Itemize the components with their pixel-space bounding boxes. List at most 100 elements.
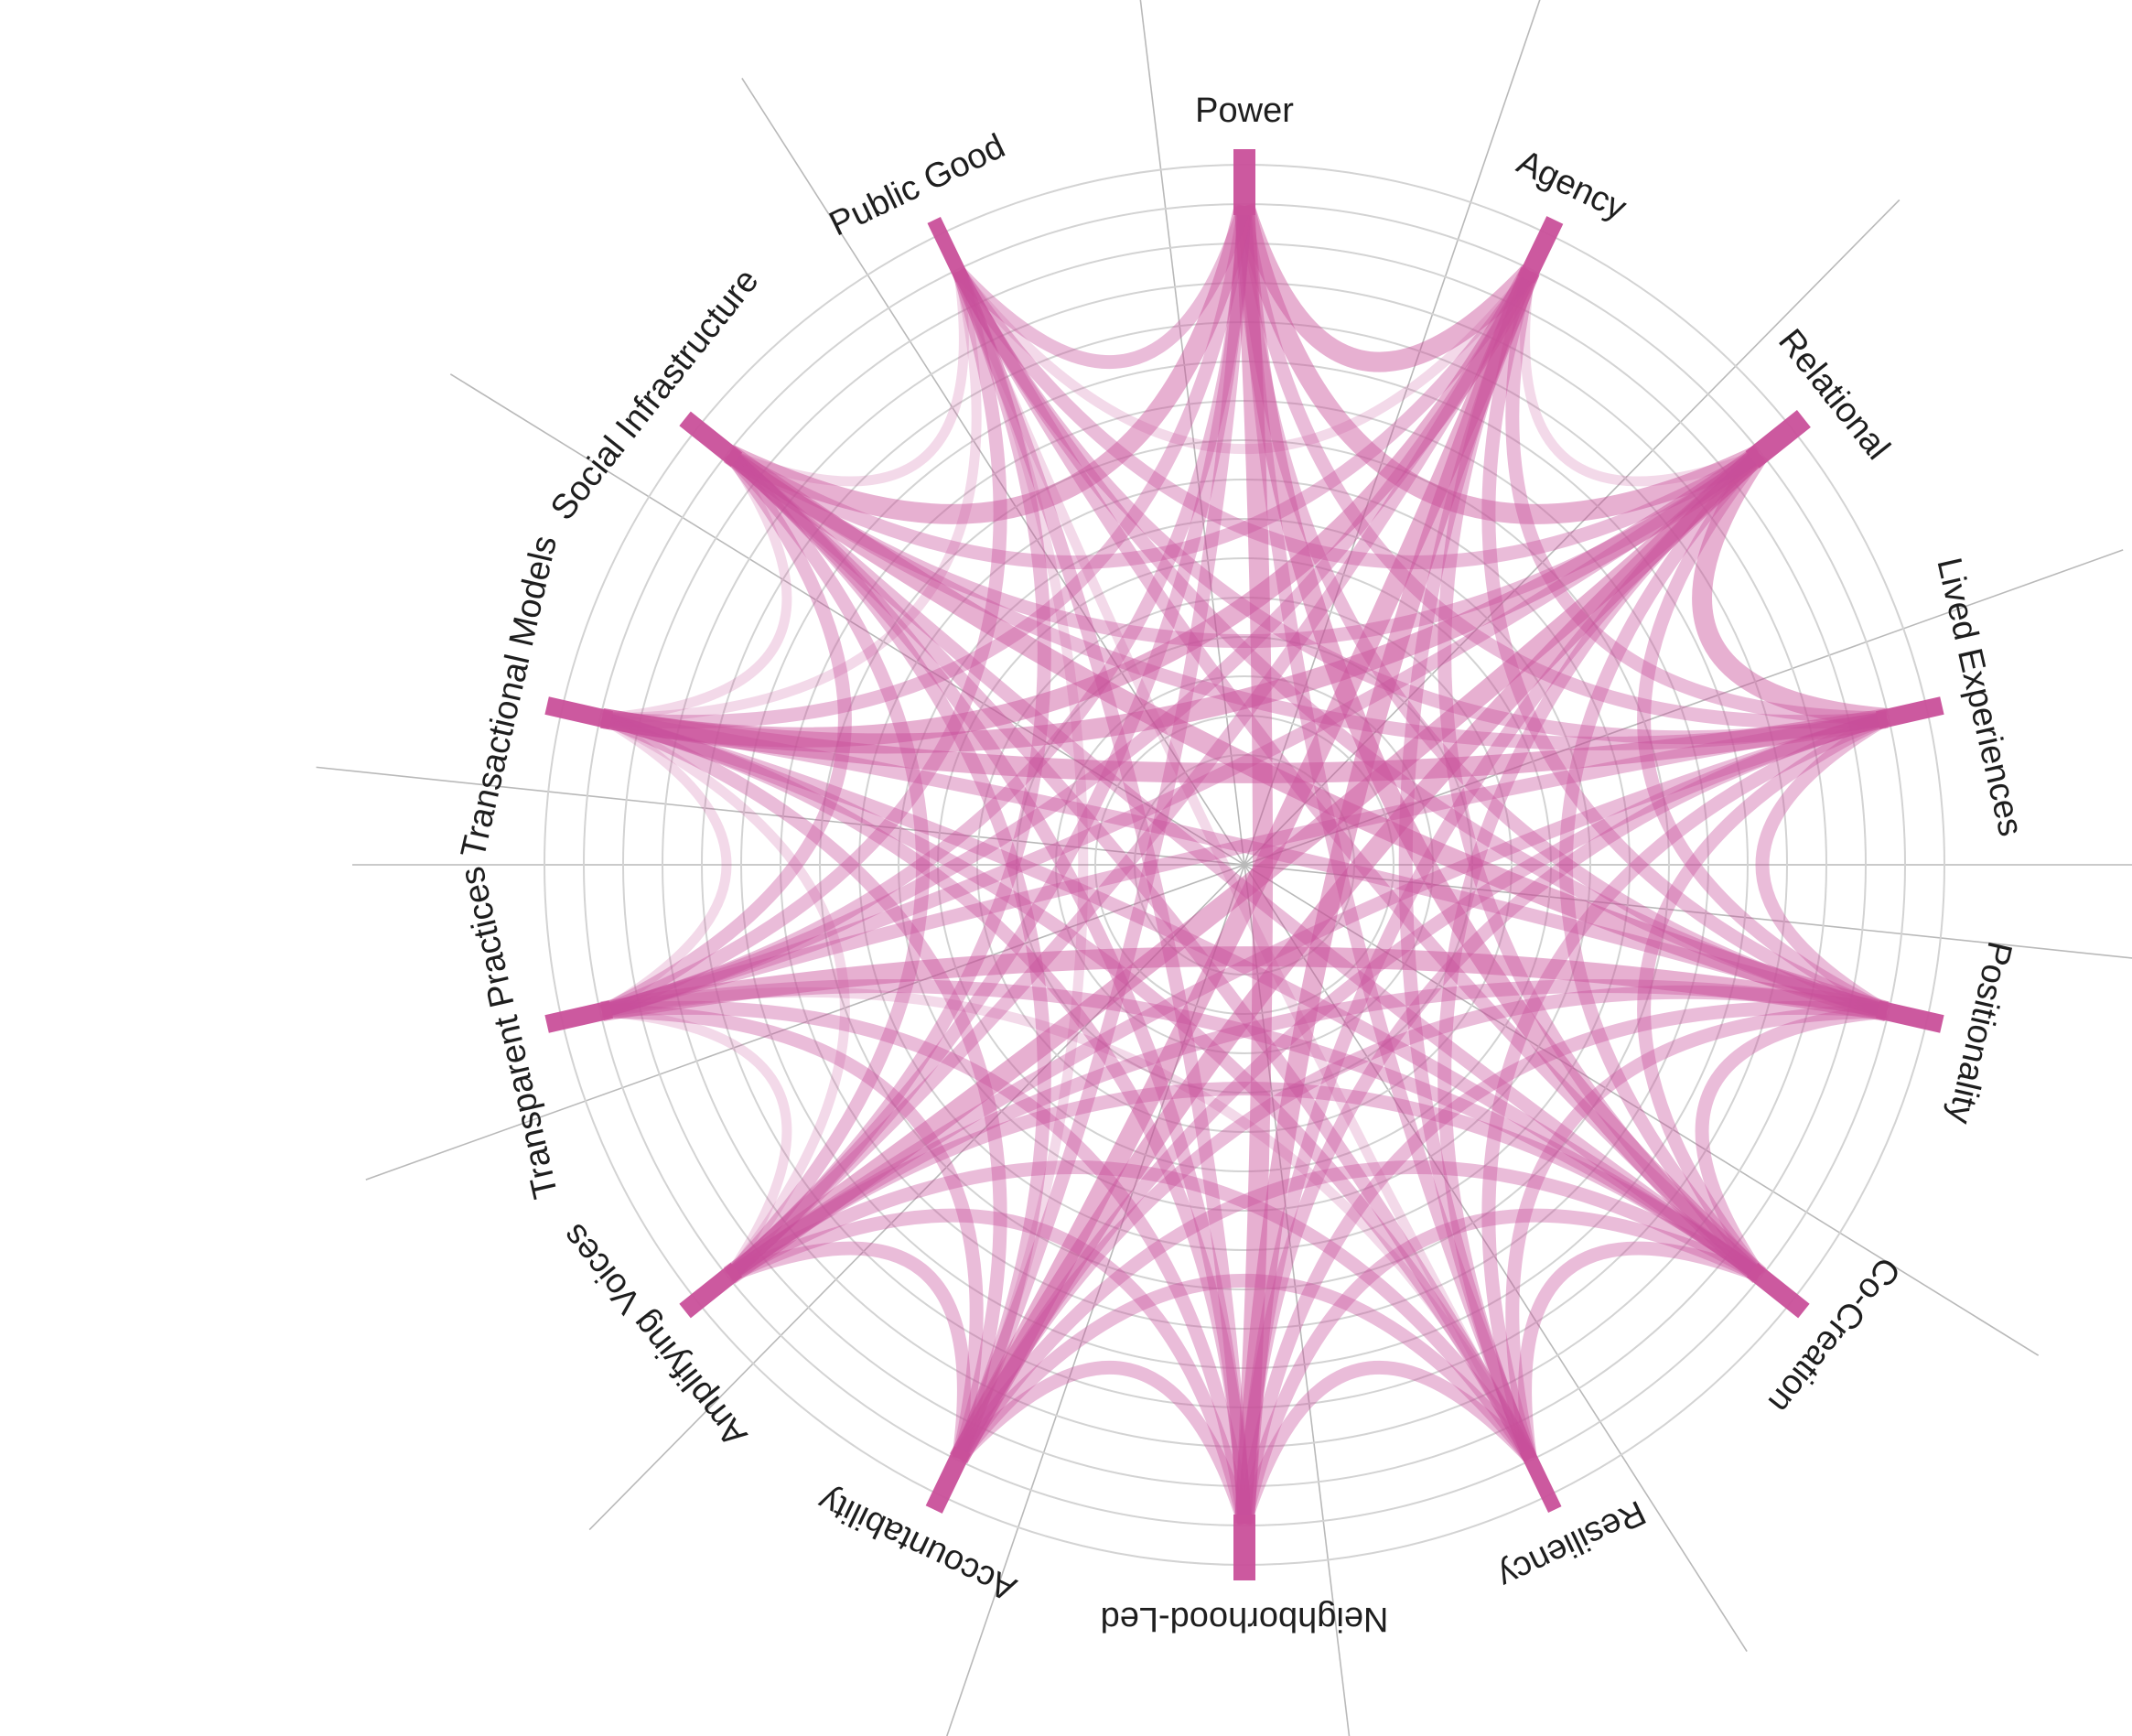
chord-link (1237, 204, 1888, 729)
chord-link (1234, 205, 1767, 1284)
chord-link (599, 714, 732, 1016)
chord-link (953, 269, 1089, 1461)
chord-link (1518, 1241, 1762, 1460)
grid-ring (898, 518, 1591, 1212)
spoke-line (1244, 864, 1351, 1736)
spoke-line (741, 77, 1245, 866)
chord-link (725, 267, 1536, 1281)
grid-ring (1055, 675, 1434, 1054)
node-label: Public Good (824, 127, 1011, 244)
chord-link (599, 269, 1007, 1019)
chord-link (601, 451, 792, 724)
chord-link (725, 448, 1764, 1282)
node-bar (544, 696, 614, 729)
chord-link (725, 1082, 1764, 1281)
chord-link (1237, 1000, 1888, 1526)
chord-link (1520, 270, 1761, 487)
chord-link (954, 267, 1534, 455)
chord-link (600, 707, 1889, 783)
chord-link (598, 449, 852, 1018)
chord-link (724, 448, 931, 1281)
node-bar (1518, 216, 1564, 284)
chord-links (598, 202, 1890, 1526)
chord-link (602, 270, 982, 724)
chord-link (599, 711, 1764, 1282)
chord-link (1234, 203, 1764, 524)
node-label: Neighborhood-Led (1101, 1600, 1389, 1638)
chord-link (1558, 448, 1765, 1281)
chord-link (599, 447, 1764, 1019)
spoke-line (1244, 0, 1541, 866)
node-bar (927, 216, 970, 283)
node-label: Lived Experiences (1929, 555, 2030, 840)
chord-link (953, 711, 1889, 1462)
chord-link (1637, 712, 1890, 1280)
chord-link (953, 1360, 1252, 1526)
chord-link (723, 446, 1890, 1021)
node-label: Co-Creation (1761, 1250, 1908, 1420)
node-label: Positionality (1940, 938, 2019, 1127)
grid-ring (622, 243, 1867, 1487)
spoke-line (1244, 199, 1900, 866)
chord-link (723, 446, 1767, 1284)
chord-link (1234, 267, 1540, 1525)
chord-link (949, 267, 1540, 1464)
node-bars (544, 149, 1944, 1580)
spoke-line (1244, 549, 2124, 866)
chord-link (1237, 205, 1537, 1461)
node-bar (1745, 410, 1811, 469)
node-bar (679, 411, 743, 468)
chord-link (949, 446, 1767, 1464)
chord-link (726, 267, 1536, 569)
chord-link (1695, 1004, 1888, 1280)
chord-link (601, 987, 1535, 1461)
node-bar (1746, 1262, 1810, 1319)
chord-link (599, 713, 850, 1279)
chord-link (952, 268, 1252, 1525)
chord-link (727, 270, 969, 487)
chord-link (952, 267, 1889, 745)
chord-link (953, 1273, 1536, 1463)
node-bar (1519, 1447, 1562, 1514)
chord-link (725, 447, 1889, 750)
node-bar (1875, 1000, 1944, 1033)
chord-link (953, 267, 1764, 1281)
node-label: Accountability (813, 1481, 1022, 1609)
grid-ring (662, 282, 1827, 1448)
spoke-line (316, 766, 1245, 866)
chord-link (1234, 205, 1273, 1525)
chord-link (600, 711, 1252, 1525)
node-label: Power (1195, 92, 1294, 130)
chord-link (600, 267, 1536, 1019)
chord-link (952, 985, 1889, 1462)
chord-link (1437, 448, 1764, 1461)
grid-ring (701, 321, 1788, 1408)
chord-link (726, 1208, 1252, 1526)
chord-link (1237, 448, 1764, 1525)
grid-ring (1094, 715, 1394, 1015)
chord-link (1437, 268, 1764, 1281)
chord-link (600, 979, 1764, 1282)
spoke-line (1139, 0, 1245, 866)
chord-link (1505, 269, 1887, 726)
spoke-line (588, 864, 1245, 1531)
node-label: Resiliency (1491, 1493, 1651, 1596)
chord-link (600, 446, 1766, 754)
node-bar (679, 1262, 743, 1319)
chord-link (953, 1160, 1763, 1462)
chord-link (600, 711, 1890, 1019)
chord-link (725, 448, 1051, 1461)
chord-link (600, 946, 1889, 1022)
spoke-line (1244, 864, 2040, 1356)
chord-link (726, 1160, 1536, 1462)
node-label: Relational (1771, 322, 1897, 467)
chord-link (725, 203, 1254, 524)
chord-link (1481, 711, 1890, 1461)
spoke-line (449, 373, 1245, 866)
node-label: Agency (1511, 143, 1631, 228)
chord-link (953, 269, 1535, 1461)
chord-link (953, 267, 1763, 569)
spoke-line (946, 864, 1245, 1736)
spoke-line (365, 864, 1245, 1181)
